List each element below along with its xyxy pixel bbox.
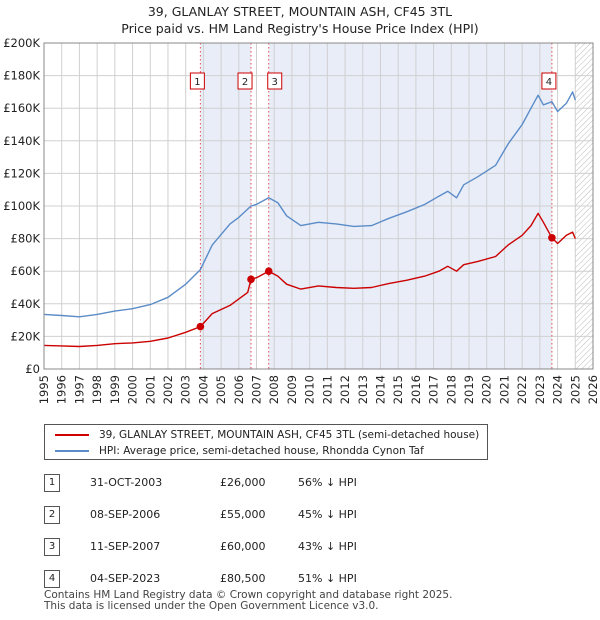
- sale-number-label: 3: [272, 77, 278, 88]
- sales-row: 2 08-SEP-2006 £55,000 45% ↓ HPI: [44, 506, 464, 524]
- x-tick-label: 2003: [179, 375, 193, 404]
- x-tick-label: 1999: [108, 375, 122, 404]
- x-tick-label: 2011: [320, 375, 334, 404]
- sales-row: 3 11-SEP-2007 £60,000 43% ↓ HPI: [44, 538, 464, 556]
- sales-row: 4 04-SEP-2023 £80,500 51% ↓ HPI: [44, 570, 464, 588]
- x-tick-label: 2004: [196, 375, 210, 404]
- sale-hpi-diff: 45% ↓ HPI: [298, 508, 357, 521]
- y-tick-label: £60K: [11, 264, 41, 278]
- x-tick-label: 2012: [338, 375, 352, 404]
- x-tick-label: 2026: [586, 375, 600, 404]
- hpi-line: [43, 91, 576, 318]
- x-tick-label: 2021: [497, 375, 511, 404]
- sale-price: £80,500: [220, 572, 266, 585]
- sale-number-badge: 1: [44, 474, 60, 492]
- legend-label-property: 39, GLANLAY STREET, MOUNTAIN ASH, CF45 3…: [99, 429, 480, 441]
- chart-legend: 39, GLANLAY STREET, MOUNTAIN ASH, CF45 3…: [44, 424, 488, 460]
- sale-point: [196, 322, 205, 331]
- y-tick-label: £140K: [3, 134, 40, 148]
- x-tick-label: 2002: [161, 375, 175, 404]
- x-tick-label: 2019: [462, 375, 476, 404]
- sale-price: £60,000: [220, 540, 266, 553]
- x-tick-label: 2008: [267, 375, 281, 404]
- footer-copyright: Contains HM Land Registry data © Crown c…: [44, 589, 453, 601]
- x-tick-label: 2024: [551, 375, 565, 404]
- x-tick-label: 2025: [568, 375, 582, 404]
- sale-number-badge: 2: [44, 506, 60, 524]
- x-tick-label: 1996: [55, 375, 69, 404]
- sale-point: [247, 275, 255, 284]
- sale-price: £26,000: [220, 476, 266, 489]
- y-tick-label: £40K: [11, 297, 41, 311]
- price-chart: £0 £20K £40K £60K £80K £100K £120K £140K £160K £1…: [3, 36, 600, 404]
- sale-point: [264, 267, 273, 276]
- property-price-line: [43, 212, 576, 348]
- y-tick-label: £80K: [11, 232, 41, 246]
- x-tick-label: 2001: [143, 375, 157, 404]
- sales-row: 1 31-OCT-2003 £26,000 56% ↓ HPI: [44, 474, 464, 492]
- chart-title: 39, GLANLAY STREET, MOUNTAIN ASH, CF45 3…: [0, 3, 600, 37]
- footer-licence: This data is licensed under the Open Gov…: [44, 600, 379, 612]
- x-tick-label: 2000: [126, 375, 140, 404]
- sale-hpi-diff: 56% ↓ HPI: [298, 476, 357, 489]
- title-line-2: Price paid vs. HM Land Registry's House …: [121, 21, 479, 36]
- footer-attribution: Contains HM Land Registry data © Crown c…: [44, 590, 564, 612]
- x-tick-label: 2020: [480, 375, 494, 404]
- x-tick-label: 2016: [409, 375, 423, 404]
- title-line-1: 39, GLANLAY STREET, MOUNTAIN ASH, CF45 3…: [147, 4, 453, 19]
- plot-frame: [43, 42, 594, 370]
- sale-date: 31-OCT-2003: [90, 476, 163, 489]
- x-tick-label: 2022: [515, 375, 529, 404]
- x-tick-label: 2010: [303, 375, 317, 404]
- x-tick-label: 1997: [72, 375, 86, 404]
- sale-number-label: 2: [242, 77, 248, 88]
- sale-point: [548, 233, 556, 242]
- x-tick-label: 2023: [533, 375, 547, 404]
- y-tick-label: £160K: [3, 101, 40, 115]
- x-tick-label: 2007: [250, 375, 264, 404]
- sale-number-label: 1: [194, 77, 200, 88]
- legend-swatch-hpi: [55, 450, 89, 452]
- legend-item-hpi: HPI: Average price, semi-detached house,…: [55, 443, 424, 459]
- x-tick-label: 2017: [427, 375, 441, 404]
- x-tick-label: 2014: [373, 375, 387, 404]
- x-tick-label: 2015: [391, 375, 405, 404]
- x-tick-label: 1998: [90, 375, 104, 404]
- sale-price: £55,000: [220, 508, 266, 521]
- sale-date: 04-SEP-2023: [90, 572, 161, 585]
- x-tick-label: 2006: [232, 375, 246, 404]
- x-tick-label: 2005: [214, 375, 228, 404]
- y-tick-label: £120K: [3, 166, 40, 180]
- sale-number-badge: 4: [44, 570, 60, 588]
- x-tick-label: 2009: [285, 375, 299, 404]
- y-tick-label: £180K: [3, 69, 40, 83]
- legend-swatch-property: [55, 434, 89, 436]
- sale-hpi-diff: 51% ↓ HPI: [298, 572, 357, 585]
- legend-item-property: 39, GLANLAY STREET, MOUNTAIN ASH, CF45 3…: [55, 427, 479, 443]
- legend-label-hpi: HPI: Average price, semi-detached house,…: [99, 445, 424, 457]
- x-tick-label: 2018: [444, 375, 458, 404]
- sale-number-box: [267, 72, 283, 90]
- sale-date: 08-SEP-2006: [90, 508, 161, 521]
- y-tick-label: £100K: [3, 199, 40, 213]
- y-tick-label: £20K: [11, 329, 41, 343]
- y-tick-label: £0: [25, 362, 40, 376]
- sale-number-badge: 3: [44, 538, 60, 556]
- sale-number-box: [237, 72, 253, 90]
- x-tick-label: 1995: [37, 375, 51, 404]
- x-tick-label: 2013: [356, 375, 370, 404]
- sale-date: 11-SEP-2007: [90, 540, 161, 553]
- sale-hpi-diff: 43% ↓ HPI: [298, 540, 357, 553]
- y-tick-label: £200K: [3, 36, 40, 50]
- sale-number-label: 4: [546, 77, 552, 88]
- sale-number-box: [189, 72, 205, 90]
- sale-number-box: [541, 72, 557, 90]
